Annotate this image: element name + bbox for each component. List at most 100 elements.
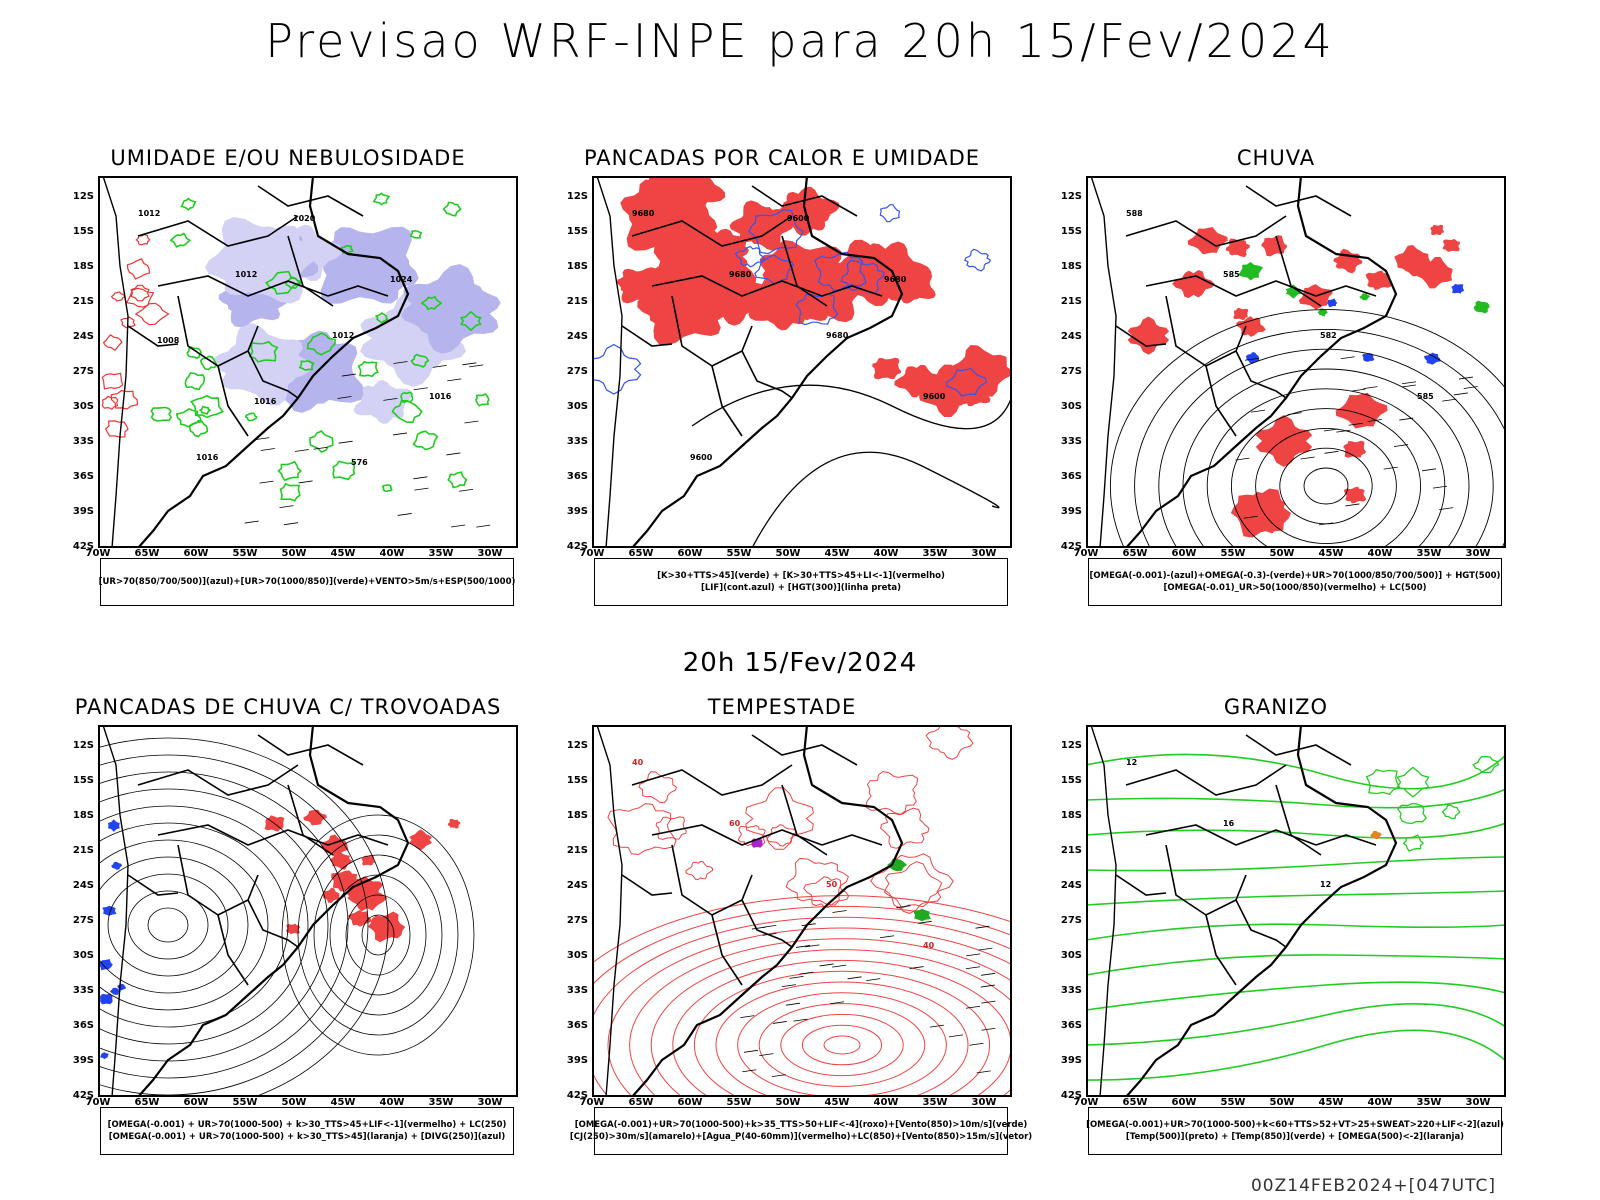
- panel-chuva: CHUVA 588 585 582 585 12S 15S 18S 21S 24S 27S 30S 3…: [1056, 146, 1506, 626]
- instability-shading: [779, 285, 829, 323]
- lat-tick-label: 21S: [1060, 845, 1082, 856]
- wind-vector: [762, 924, 777, 928]
- wind-vector: [909, 966, 924, 969]
- lon-tick-label: 65W: [134, 548, 160, 559]
- lon-tick-label: 40W: [1367, 1097, 1393, 1108]
- lat-tick-label: 36S: [1060, 471, 1082, 482]
- contour-value-label: 576: [351, 458, 368, 467]
- lat-tick-label: 12S: [72, 191, 94, 202]
- coastline: [631, 725, 904, 1097]
- wind-vector: [1421, 468, 1437, 472]
- contour-value-label: 585: [1223, 270, 1240, 279]
- wind-vector: [1383, 466, 1398, 470]
- lon-tick-label: 45W: [824, 548, 850, 559]
- contour-value-label: 50: [826, 880, 838, 889]
- omega-shading: [1317, 308, 1328, 317]
- temp850-contour: [1086, 1029, 1506, 1081]
- lat-tick-label: 42S: [566, 1090, 588, 1101]
- lon-tick-label: 70W: [85, 1097, 111, 1108]
- lat-tick-label: 36S: [72, 1020, 94, 1031]
- map-svg: 40 60 50 40: [592, 725, 1012, 1097]
- wind-vector: [759, 1053, 774, 1057]
- wind-vector: [383, 397, 398, 401]
- temp850-contour: [1086, 753, 1506, 790]
- lat-tick-label: 18S: [566, 261, 588, 272]
- streamline: [107, 873, 229, 977]
- wind-vector: [742, 1069, 757, 1073]
- red-contour: [135, 233, 151, 246]
- contour-value-label: 40: [923, 941, 935, 950]
- wind-vector: [793, 1018, 808, 1022]
- panel-legend: [OMEGA(-0.001)+UR>70(1000-500)+k<60+TTS>…: [1086, 1107, 1504, 1155]
- wind-vector: [259, 480, 274, 484]
- lat-tick-label: 36S: [566, 471, 588, 482]
- divergence-shading: [109, 987, 121, 995]
- contour-value-label: 1016: [254, 397, 277, 406]
- panel-pancadas-calor: PANCADAS POR CALOR E UMIDADE 9680 9680 968…: [562, 146, 1012, 626]
- country-border: [1205, 365, 1237, 437]
- run-info-footer: 00Z14FEB2024+[047UTC]: [1250, 1176, 1496, 1196]
- map-border: [592, 725, 1012, 1097]
- green-contour: [169, 232, 192, 248]
- country-border: [1245, 185, 1352, 217]
- country-border: [1115, 325, 1167, 347]
- panel-title: PANCADAS POR CALOR E UMIDADE: [583, 146, 981, 170]
- lat-tick-label: 27S: [566, 915, 588, 926]
- lat-tick-label: 30S: [1060, 401, 1082, 412]
- wind-vector: [965, 966, 980, 970]
- lat-tick-label: 15S: [1060, 226, 1082, 237]
- green-contour: [279, 482, 301, 502]
- temp850-contour: [1086, 981, 1506, 1011]
- country-border: [257, 185, 364, 217]
- lat-tick-label: 36S: [566, 1020, 588, 1031]
- lat-tick-label: 30S: [72, 950, 94, 961]
- lon-tick-label: 70W: [1073, 1097, 1099, 1108]
- country-border: [631, 215, 793, 247]
- country-border: [1145, 824, 1317, 846]
- wind-vector: [789, 975, 804, 979]
- lat-tick-label: 33S: [72, 985, 94, 996]
- map-svg: 1012 1012 1012 1016 1016 1020 1024 1008 1016 576: [98, 176, 518, 548]
- country-border: [217, 914, 249, 986]
- instability-shading: [616, 267, 662, 304]
- temp850-contour: [1396, 766, 1430, 798]
- wind-vector: [1432, 485, 1448, 489]
- lon-tick-label: 60W: [677, 548, 703, 559]
- lon-tick-label: 70W: [579, 1097, 605, 1108]
- lc850-contour: [715, 981, 969, 1097]
- country-border: [217, 365, 249, 437]
- wind-vector: [929, 1024, 944, 1028]
- precip-water-contour: [685, 860, 714, 881]
- lat-tick-label: 36S: [1060, 1020, 1082, 1031]
- contour-value-label: 1024: [390, 275, 413, 284]
- wind-vector: [313, 446, 328, 450]
- lon-tick-label: 60W: [677, 1097, 703, 1108]
- country-border: [287, 235, 334, 307]
- country-border: [711, 914, 743, 986]
- panel-title: GRANIZO: [1223, 695, 1329, 719]
- country-border: [751, 734, 858, 766]
- lon-tick-label: 65W: [1122, 548, 1148, 559]
- lon-tick-label: 60W: [183, 1097, 209, 1108]
- country-border: [127, 325, 179, 347]
- wind-vector: [337, 396, 352, 399]
- wind-vector: [298, 480, 313, 484]
- contour-value-label: 40: [632, 758, 644, 767]
- map-frame: 9680 9680 9680 9600 9600 9600 9680 12S 15S 18S 21S…: [567, 176, 1012, 559]
- contour-value-label: 9680: [884, 275, 907, 284]
- instability-shading: [872, 357, 901, 380]
- green-contour: [410, 353, 430, 368]
- wind-vector: [740, 1015, 755, 1019]
- country-border: [1125, 215, 1287, 247]
- streamline: [147, 907, 189, 943]
- country-border: [781, 784, 828, 856]
- red-contour: [101, 395, 119, 410]
- lon-tick-label: 65W: [1122, 1097, 1148, 1108]
- wind-vector: [1442, 398, 1457, 402]
- coastline-west: [596, 176, 623, 548]
- map-svg: 588 585 582 585: [1086, 176, 1506, 548]
- country-border: [711, 365, 743, 437]
- temp850-contour: [1086, 822, 1506, 839]
- panel-tempestade: TEMPESTADE 40 60 50 40 12S 15S 18S 21S 24S 27S 30S…: [562, 695, 1032, 1175]
- instability-shading: [894, 364, 943, 398]
